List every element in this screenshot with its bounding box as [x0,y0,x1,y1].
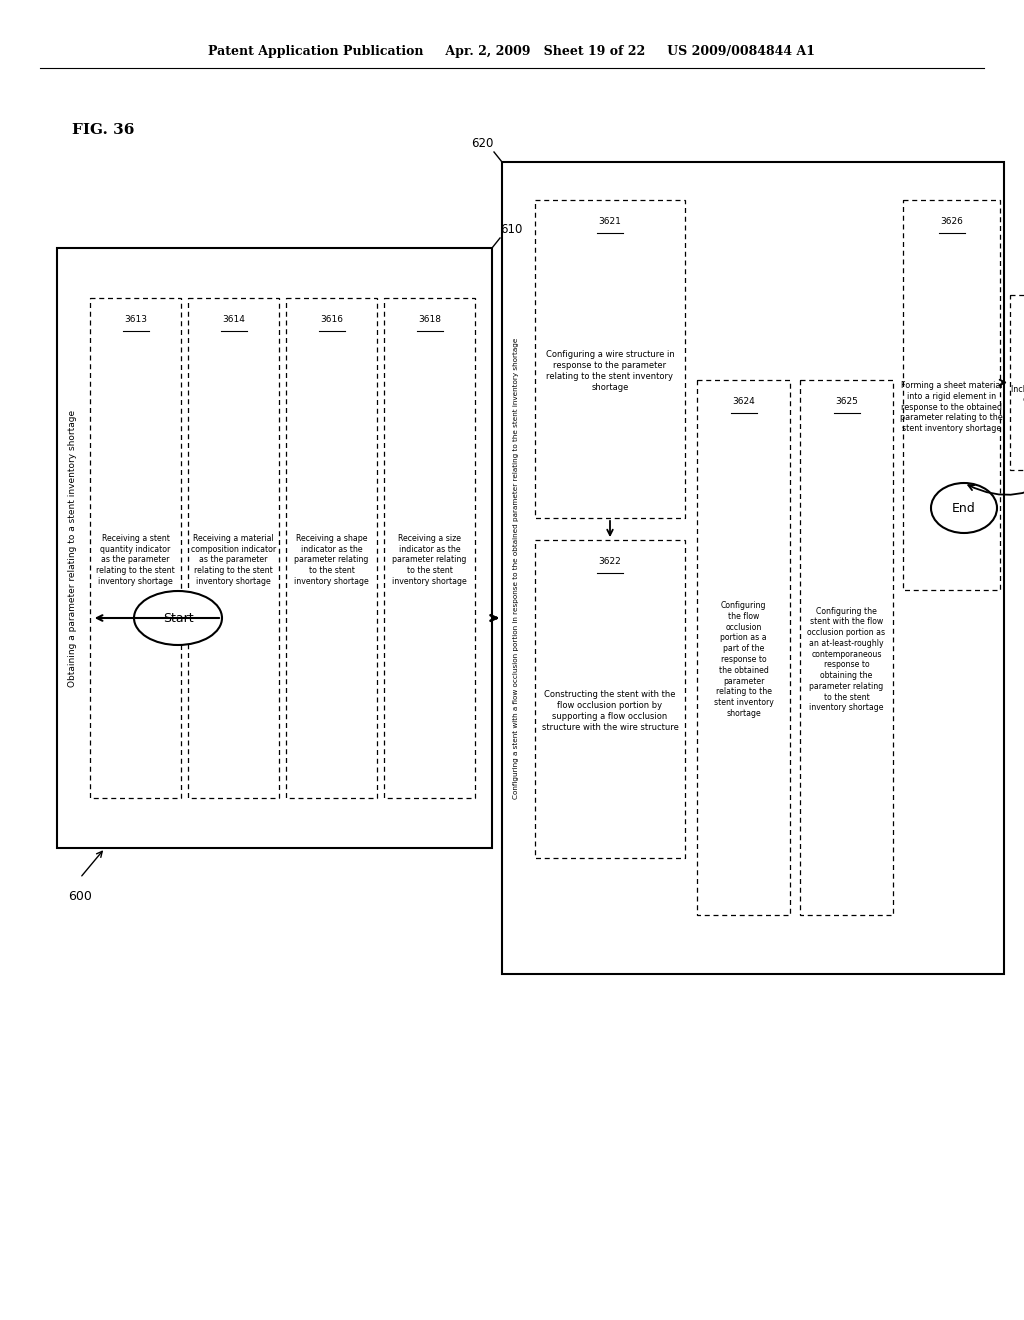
Text: 3613: 3613 [124,315,147,325]
Text: Including at least the rigid
element in the stent: Including at least the rigid element in … [1011,384,1024,404]
Text: Patent Application Publication     Apr. 2, 2009   Sheet 19 of 22     US 2009/008: Patent Application Publication Apr. 2, 2… [209,45,815,58]
Text: Start: Start [163,611,194,624]
Text: 3625: 3625 [835,397,858,407]
Text: FIG. 36: FIG. 36 [72,123,134,137]
Text: Obtaining a parameter relating to a stent inventory shortage: Obtaining a parameter relating to a sten… [69,409,78,686]
Ellipse shape [134,591,222,645]
Text: 3621: 3621 [599,218,622,227]
Ellipse shape [931,483,997,533]
Text: 610: 610 [500,223,522,236]
Text: 3616: 3616 [319,315,343,325]
Text: End: End [952,502,976,515]
Text: Forming a sheet material
into a rigid element in
response to the obtained
parame: Forming a sheet material into a rigid el… [900,381,1002,433]
Bar [502,162,1004,974]
Text: 600: 600 [68,890,92,903]
Bar [90,298,181,799]
Bar [800,380,893,915]
Text: 3614: 3614 [222,315,245,325]
Text: Configuring
the flow
occlusion
portion as a
part of the
response to
the obtained: Configuring the flow occlusion portion a… [714,601,773,718]
Bar [697,380,790,915]
Text: Receiving a size
indicator as the
parameter relating
to the stent
inventory shor: Receiving a size indicator as the parame… [392,535,467,586]
Text: 3626: 3626 [940,218,963,227]
Bar [903,201,1000,590]
Text: Configuring a wire structure in
response to the parameter
relating to the stent : Configuring a wire structure in response… [546,350,675,392]
Bar [384,298,475,799]
Text: 3622: 3622 [599,557,622,566]
Text: Configuring a stent with a flow occlusion portion in response to the obtained pa: Configuring a stent with a flow occlusio… [513,338,519,799]
Text: Constructing the stent with the
flow occlusion portion by
supporting a flow occl: Constructing the stent with the flow occ… [542,690,679,731]
Text: Receiving a material
composition indicator
as the parameter
relating to the sten: Receiving a material composition indicat… [190,535,276,586]
Bar [535,201,685,517]
Text: 3618: 3618 [418,315,441,325]
Text: 3624: 3624 [732,397,755,407]
Text: Receiving a stent
quantity indicator
as the parameter
relating to the stent
inve: Receiving a stent quantity indicator as … [96,535,175,586]
Text: 620: 620 [472,137,494,150]
Bar [57,248,492,847]
Bar [188,298,279,799]
Bar [1010,294,1024,470]
Text: Receiving a shape
indicator as the
parameter relating
to the stent
inventory sho: Receiving a shape indicator as the param… [294,535,369,586]
Bar [286,298,377,799]
Bar [535,540,685,858]
Text: Configuring the
stent with the flow
occlusion portion as
an at-least-roughly
con: Configuring the stent with the flow occl… [808,607,886,713]
